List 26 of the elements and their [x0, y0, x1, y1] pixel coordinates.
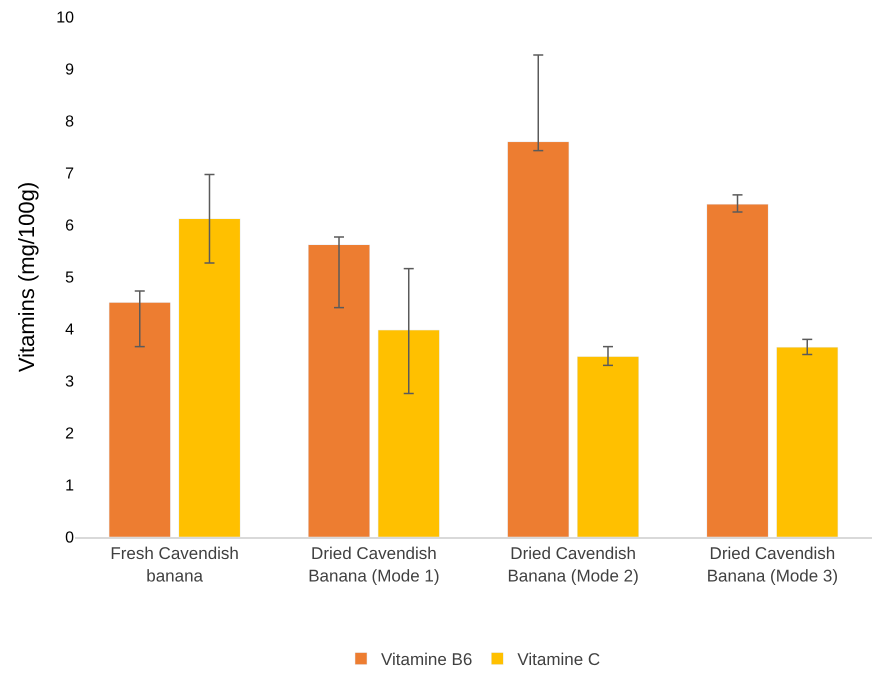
- y-tick-label: 9: [65, 62, 74, 79]
- y-tick-label: 2: [65, 426, 74, 443]
- x-tick-label: Dried Cavendish Banana (Mode 1): [308, 544, 440, 586]
- legend-label: Vitamine B6: [381, 650, 472, 670]
- bar: [178, 218, 240, 537]
- y-tick-label: 3: [65, 374, 74, 391]
- bar: [507, 142, 570, 537]
- bar: [706, 204, 768, 537]
- y-tick-label: 7: [65, 166, 74, 183]
- y-tick-label: 10: [56, 10, 74, 27]
- y-tick-label: 8: [65, 114, 74, 131]
- y-tick-label: 0: [65, 530, 74, 547]
- x-tick-label: Fresh Cavendish banana: [110, 544, 239, 586]
- bar: [378, 330, 440, 537]
- y-axis-title: Vitamins (mg/100g): [14, 182, 40, 372]
- y-tick-label: 6: [65, 218, 74, 235]
- y-tick-label: 1: [65, 478, 74, 495]
- x-tick-label: Dried Cavendish Banana (Mode 2): [507, 544, 639, 586]
- bar: [776, 346, 838, 537]
- y-tick-label: 4: [65, 322, 74, 339]
- legend-label: Vitamine C: [517, 650, 600, 670]
- y-tick-label: 5: [65, 270, 74, 287]
- bar: [308, 244, 370, 537]
- bar: [577, 356, 639, 537]
- bar: [108, 302, 171, 537]
- x-tick-label: Dried Cavendish Banana (Mode 3): [706, 544, 838, 586]
